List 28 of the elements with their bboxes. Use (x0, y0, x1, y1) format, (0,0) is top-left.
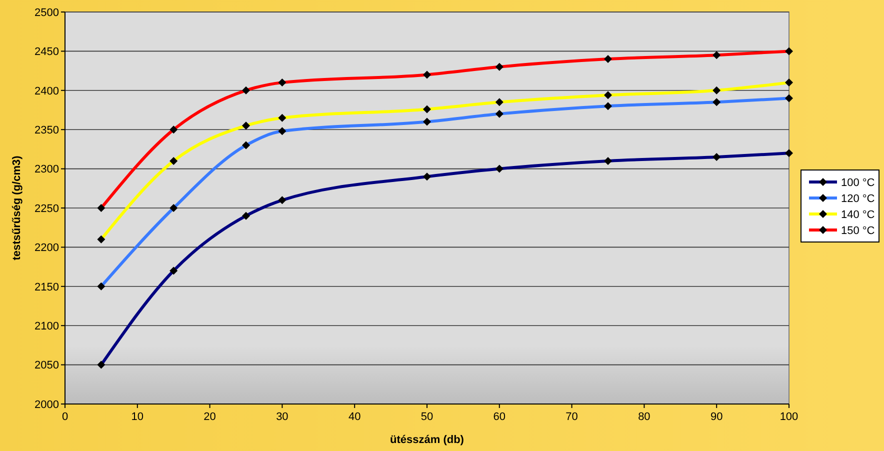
y-tick-label: 2400 (34, 85, 59, 98)
legend-label: 140 °C (841, 208, 875, 221)
y-tick-label: 2150 (34, 281, 59, 294)
legend-label: 150 °C (841, 224, 875, 237)
x-tick-label: 10 (131, 411, 144, 423)
y-tick-label: 2300 (34, 164, 59, 176)
x-tick-label: 80 (638, 411, 650, 423)
y-tick-label: 2500 (34, 6, 59, 19)
x-tick-label: 90 (710, 411, 723, 423)
x-tick-label: 70 (566, 411, 578, 423)
y-tick-label: 2100 (34, 320, 59, 332)
legend-label: 120 °C (841, 192, 875, 205)
y-axis-title: testsűrűség (g/cm3) (11, 155, 23, 260)
x-axis-title: ütésszám (db) (390, 434, 464, 446)
x-tick-label: 60 (493, 411, 506, 423)
y-tick-label: 2250 (34, 202, 59, 215)
y-tick-label: 2000 (34, 398, 59, 411)
y-tick-label: 2050 (34, 360, 59, 372)
x-tick-label: 50 (420, 411, 434, 423)
y-tick-label: 2450 (34, 46, 59, 58)
y-tick-label: 2200 (34, 242, 59, 254)
x-tick-label: 100 (780, 411, 798, 423)
x-tick-label: 0 (62, 411, 68, 423)
y-tick-label: 2350 (34, 124, 59, 136)
legend-label: 100 °C (841, 176, 875, 189)
x-tick-label: 20 (204, 411, 216, 423)
x-tick-label: 30 (276, 411, 288, 423)
x-tick-label: 40 (348, 411, 361, 423)
